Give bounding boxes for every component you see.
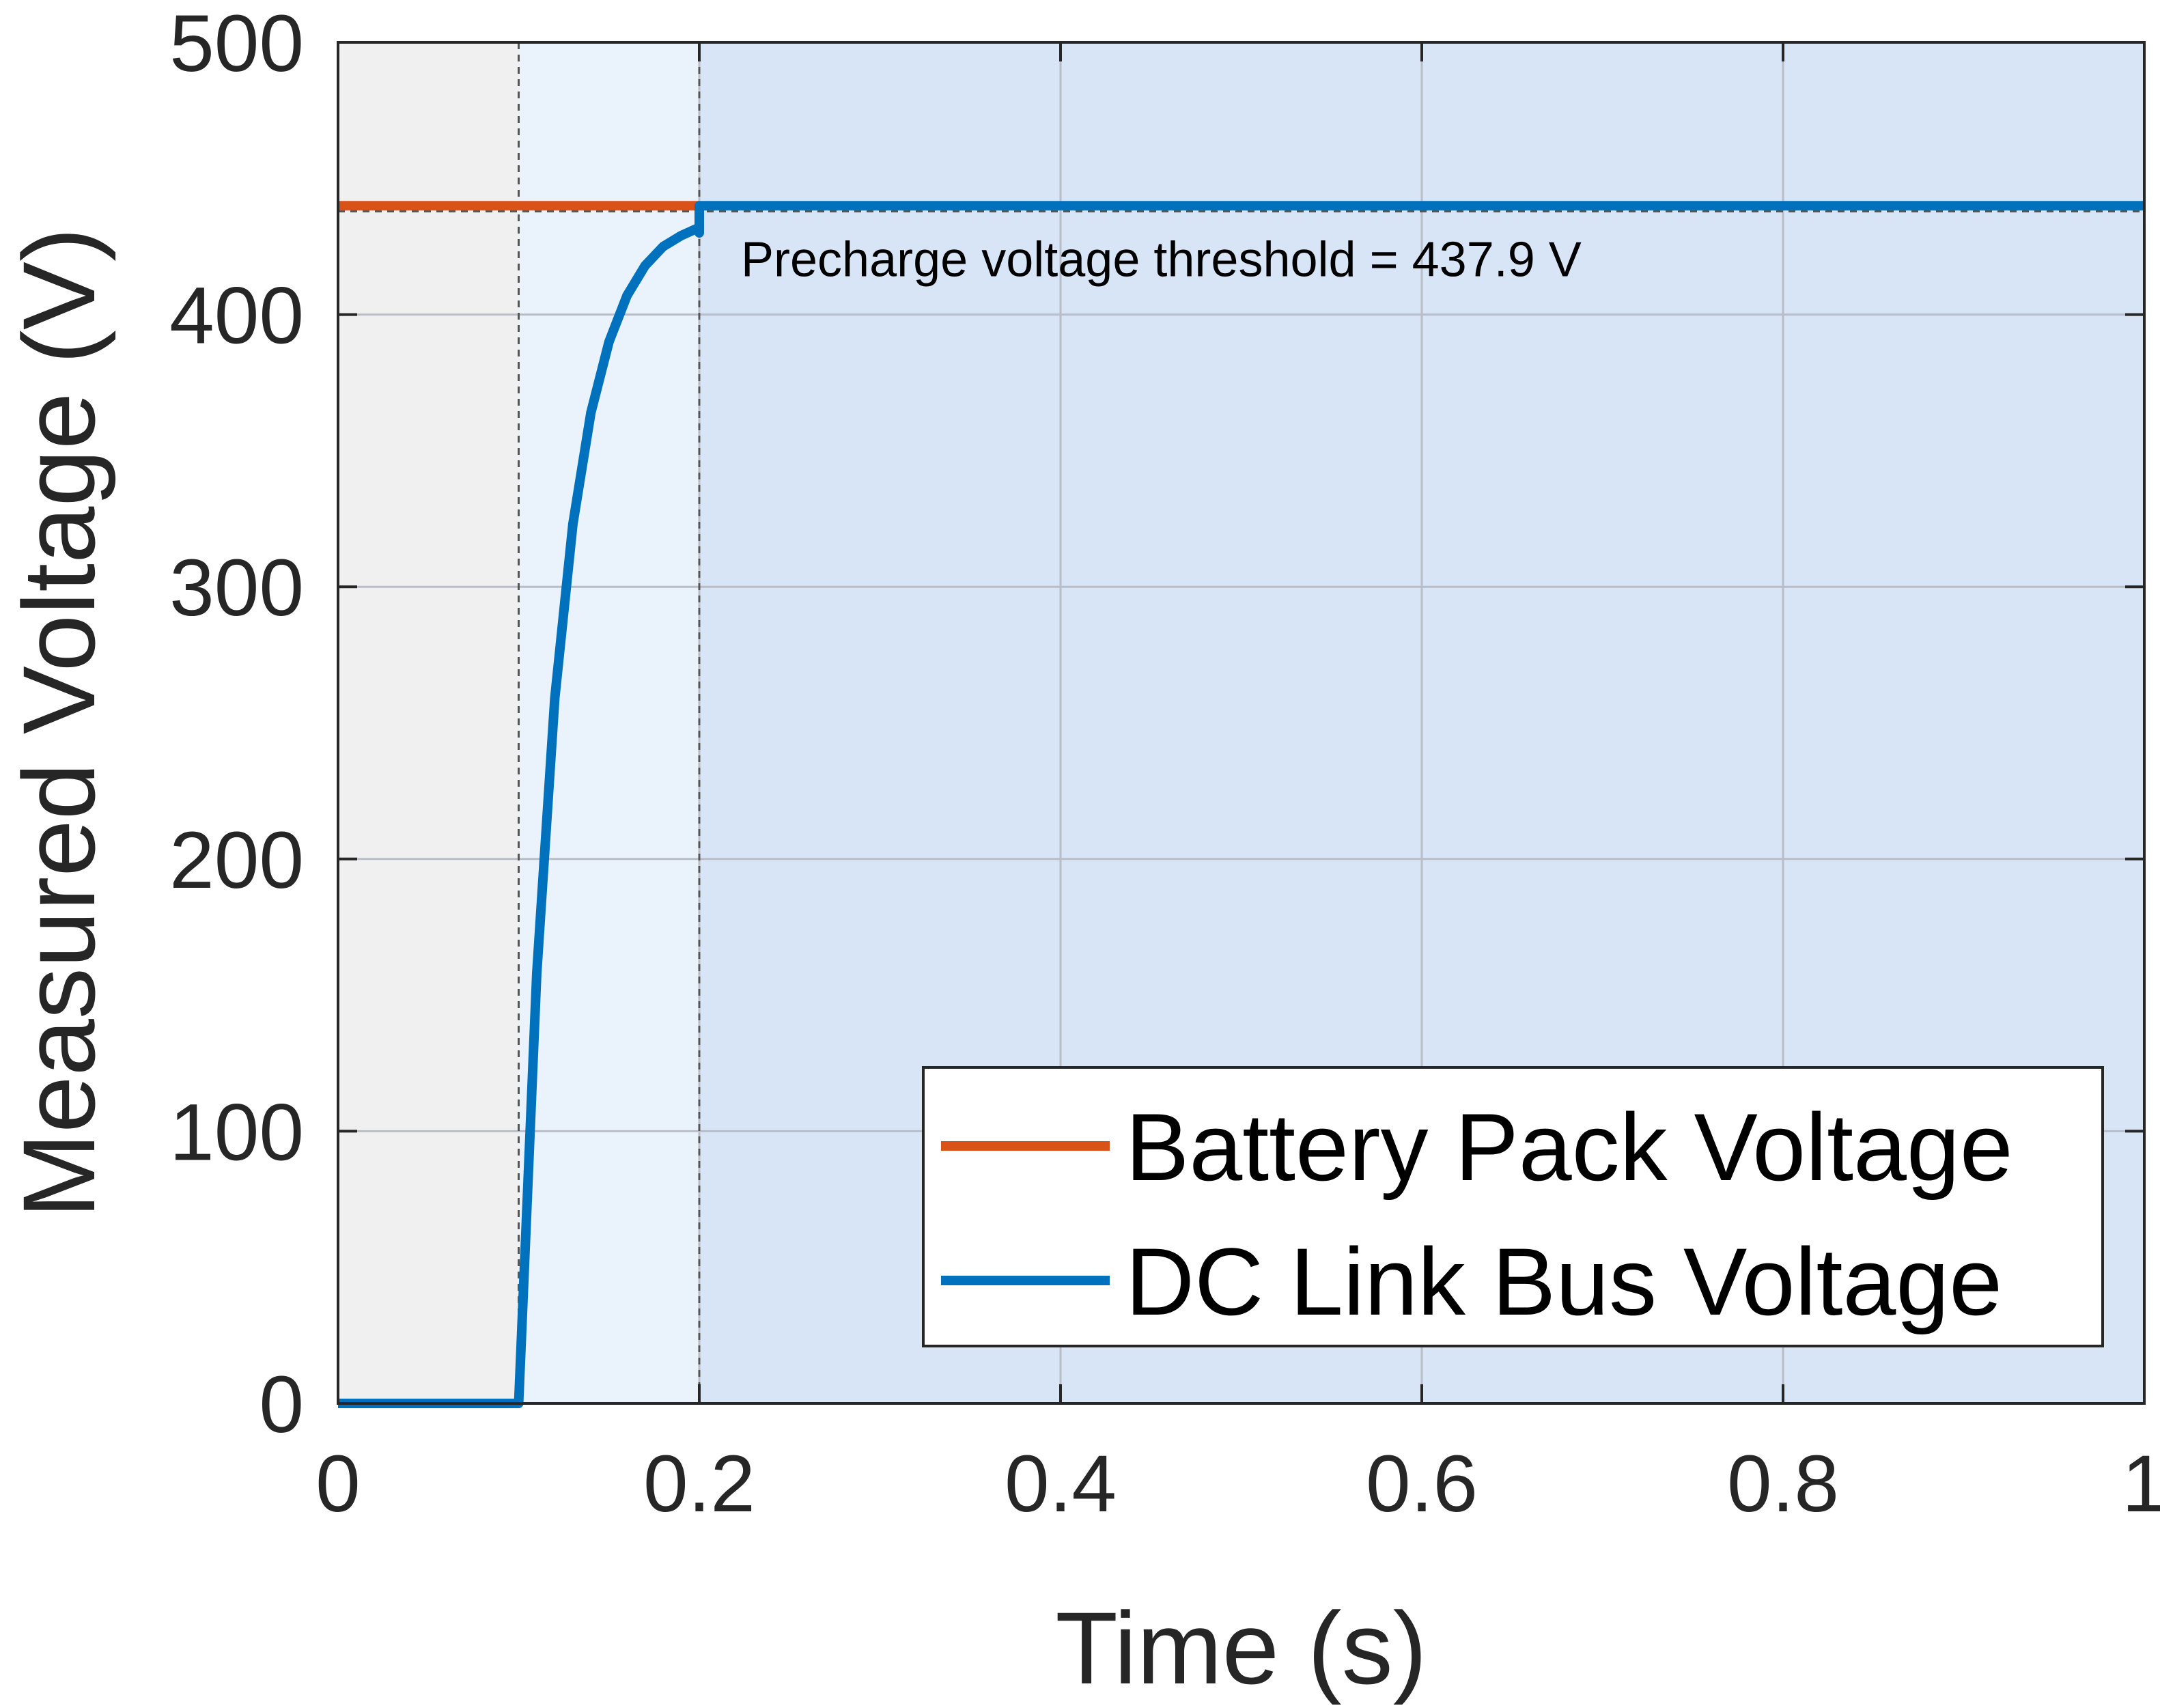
- data-series: [338, 201, 2144, 1408]
- legend-box: [922, 1066, 2104, 1347]
- y-tick-label-4: 400: [169, 271, 304, 361]
- plot-frame: [337, 41, 2146, 1405]
- x-tick-label-1: 0.2: [643, 1439, 755, 1529]
- y-tick-label-5: 500: [169, 0, 304, 89]
- y-axis-title: Measured Voltage (V): [1, 227, 116, 1218]
- x-axis-ticks: 0 0.2 0.4 0.6 0.8 1: [315, 42, 2160, 1529]
- y-tick-label-2: 200: [169, 815, 304, 906]
- x-axis-title: Time (s): [1055, 1591, 1427, 1705]
- y-tick-label-0: 0: [259, 1360, 304, 1450]
- legend-label-dc-link: DC Link Bus Voltage: [1125, 1228, 2002, 1335]
- threshold-annotation: Precharge voltage threshold = 437.9 V: [741, 233, 1582, 288]
- legend-label-battery: Battery Pack Voltage: [1125, 1093, 2013, 1201]
- event-markers: [518, 42, 701, 1403]
- y-tick-label-3: 300: [169, 543, 304, 633]
- x-tick-label-2: 0.4: [1005, 1439, 1117, 1529]
- x-tick-label-3: 0.6: [1366, 1439, 1478, 1529]
- y-tick-label-1: 100: [169, 1087, 304, 1177]
- y-axis-ticks: 0 100 200 300 400 500: [169, 0, 2144, 1450]
- legend: Battery Pack Voltage DC Link Bus Voltage: [922, 1066, 2104, 1347]
- x-tick-label-4: 0.8: [1727, 1439, 1839, 1529]
- series-line-1: [338, 201, 2144, 1408]
- x-tick-label-5: 1: [2122, 1439, 2160, 1529]
- x-tick-label-0: 0: [315, 1439, 361, 1529]
- phase-region-0: [338, 42, 519, 1403]
